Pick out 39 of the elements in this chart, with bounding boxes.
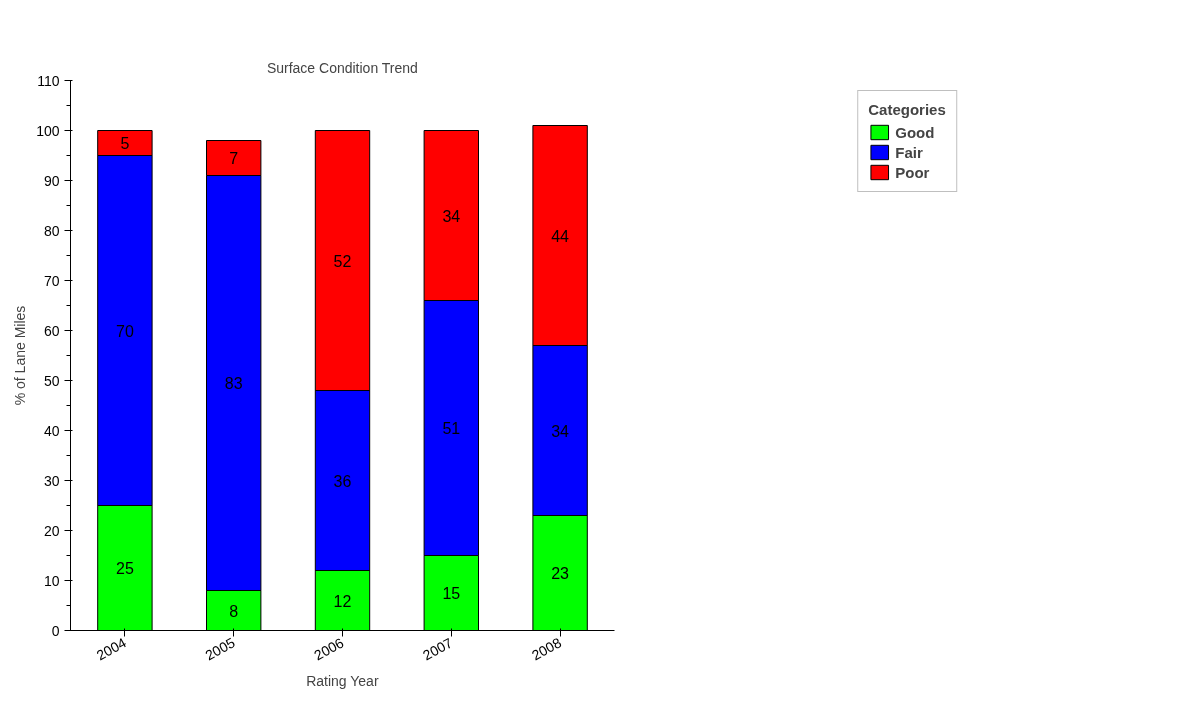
legend-label: Poor [895, 163, 930, 181]
data-label: 52 [333, 252, 352, 270]
y-tick-label: 100 [36, 122, 60, 139]
data-label: 5 [120, 135, 130, 152]
x-tick-label: 2005 [202, 634, 238, 664]
legend-label: Good [895, 123, 935, 141]
x-tick-label: 2006 [311, 634, 347, 664]
y-tick-label: 0 [51, 622, 60, 639]
y-tick-label: 20 [43, 522, 60, 539]
data-label: 7 [229, 150, 239, 167]
data-label: 8 [229, 602, 239, 620]
data-label: 34 [551, 422, 570, 440]
x-axis-title: Rating Year [306, 673, 379, 690]
y-axis-title: % of Lane Miles [12, 305, 29, 406]
data-label: 44 [551, 227, 570, 245]
y-tick-label: 50 [43, 372, 60, 389]
data-label: 36 [333, 472, 352, 490]
data-label: 51 [442, 420, 461, 437]
data-label: 23 [551, 565, 570, 582]
x-tick-label: 2004 [93, 634, 129, 664]
y-tick-label: 70 [43, 272, 60, 289]
y-tick-label: 30 [43, 472, 60, 489]
data-label: 12 [333, 592, 352, 610]
y-tick-label: 40 [43, 422, 60, 439]
y-tick-label: 80 [43, 222, 60, 239]
legend-title: Categories [868, 101, 946, 118]
legend-label: Fair [895, 143, 923, 161]
data-label: 70 [116, 322, 134, 340]
y-tick-label: 10 [43, 572, 60, 589]
y-tick-label: 60 [43, 322, 60, 339]
data-label: 34 [442, 207, 461, 225]
y-tick-label: 90 [43, 172, 60, 189]
y-tick-label: 110 [37, 72, 60, 89]
data-label: 15 [442, 585, 461, 602]
data-label: 83 [224, 375, 243, 392]
data-label: 25 [116, 560, 134, 577]
x-tick-label: 2007 [420, 634, 456, 664]
x-tick-label: 2008 [528, 634, 565, 664]
chart-title: Surface Condition Trend [266, 59, 418, 76]
